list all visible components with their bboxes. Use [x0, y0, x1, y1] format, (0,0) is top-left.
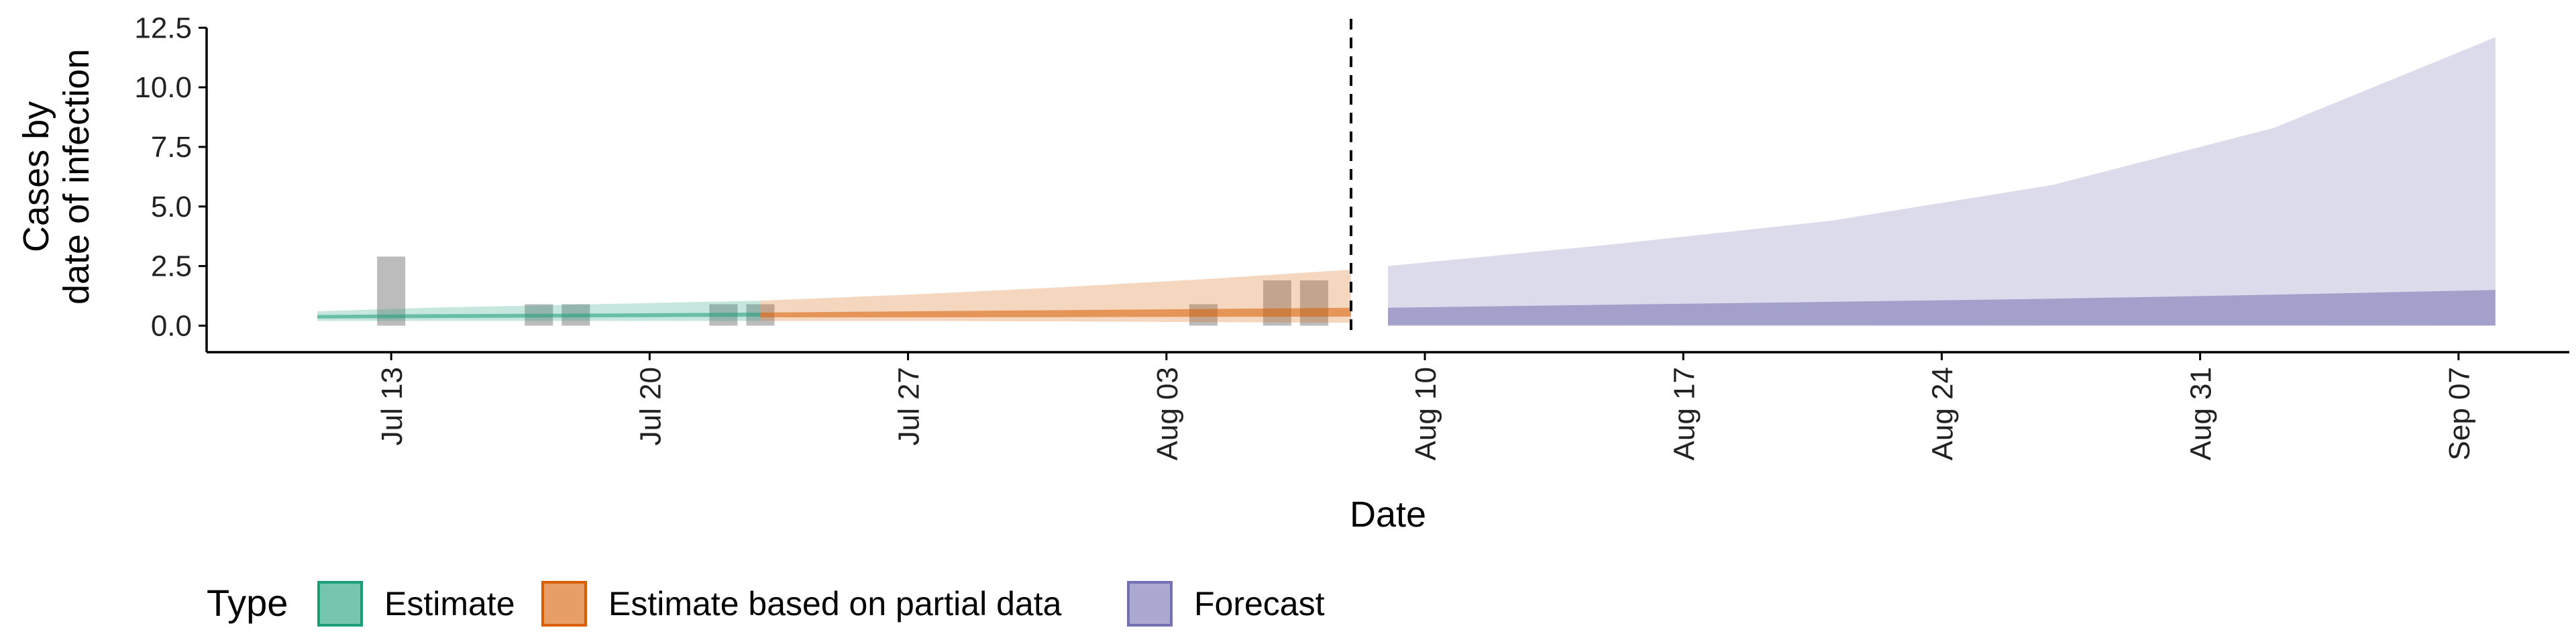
y-tick-label: 7.5: [151, 131, 192, 164]
x-tick-label: Sep 07: [2443, 367, 2476, 460]
x-tick-label: Aug 24: [1926, 367, 1959, 460]
legend-label: Forecast: [1194, 585, 1325, 623]
legend-label: Estimate: [384, 585, 515, 623]
x-tick-label: Aug 03: [1151, 367, 1184, 460]
estimate-inner-band: [317, 312, 761, 319]
x-tick-label: Jul 27: [893, 367, 926, 445]
legend-label: Estimate based on partial data: [608, 585, 1062, 623]
legend-title: Type: [207, 582, 288, 624]
y-tick-label: 5.0: [151, 191, 192, 223]
x-tick-label: Aug 31: [2185, 367, 2218, 460]
legend-swatch: [1127, 581, 1173, 627]
observed-case-bar: [1263, 280, 1291, 326]
y-tick-label: 10.0: [134, 71, 192, 104]
forecast-inner-band: [1388, 290, 2496, 326]
legend: Type Estimate Estimate based on partial da…: [207, 581, 1325, 627]
x-tick-label: Aug 17: [1668, 367, 1701, 460]
y-tick-label: 2.5: [151, 250, 192, 283]
estimate-based-on-partial-data-inner-band: [760, 307, 1351, 317]
legend-swatch: [541, 581, 587, 627]
y-axis-title: Cases by date of infection: [16, 49, 97, 305]
y-tick-label: 12.5: [134, 11, 192, 44]
plot-area: [317, 19, 2496, 333]
legend-swatch: [317, 581, 363, 627]
forecast-outer-band: [1388, 37, 2496, 325]
observed-case-bar: [377, 256, 406, 326]
x-axis-title: Date: [1350, 494, 1426, 535]
x-tick-label: Aug 10: [1409, 367, 1442, 460]
observed-case-bar: [1299, 280, 1328, 326]
x-tick-label: Jul 20: [634, 367, 667, 445]
y-axis: 0.0 2.5 5.0 7.5 10.0 12.5: [134, 11, 208, 352]
x-axis: Jul 13 Jul 20 Jul 27 Aug 03 Aug 10 Aug 17 Aug …: [207, 351, 2569, 460]
x-tick-label: Jul 13: [376, 367, 409, 445]
y-tick-label: 0.0: [151, 309, 192, 342]
y-axis-title-line: date of infection: [56, 49, 97, 305]
y-axis-title-line: Cases by: [16, 101, 56, 252]
